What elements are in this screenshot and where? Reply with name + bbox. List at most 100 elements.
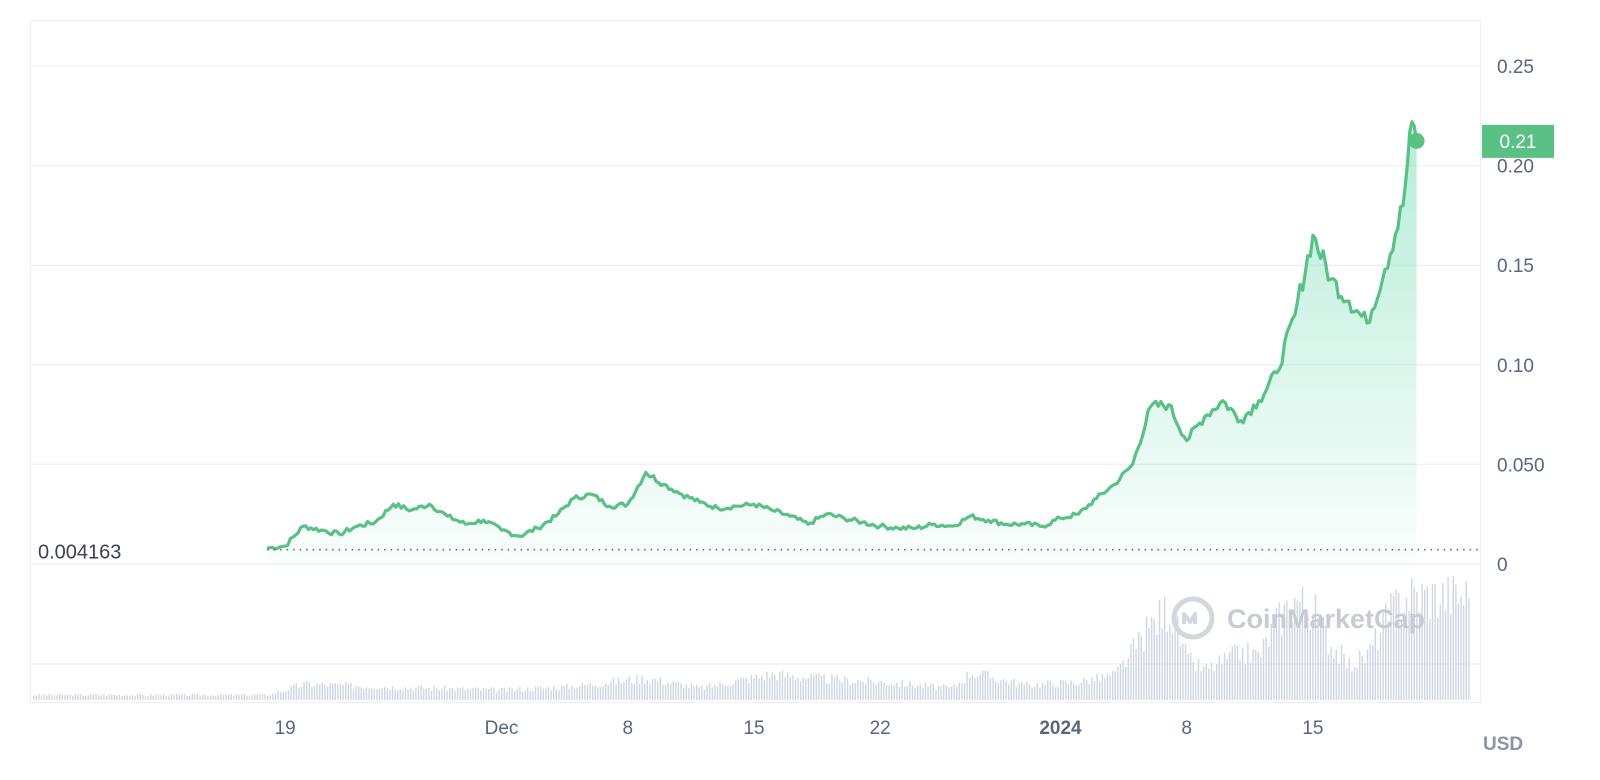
volume-bar [66,694,69,700]
volume-bar [1294,598,1296,700]
volume-bar [225,694,227,700]
volume-bar [1320,614,1322,700]
volume-bar [625,679,628,700]
current-price-dot[interactable] [1408,132,1425,149]
volume-bar [688,687,690,700]
volume-bar [251,695,253,700]
volume-bar [126,695,128,700]
volume-bar [602,686,604,700]
volume-bar [1026,681,1028,700]
volume-bar [532,690,534,700]
volume-bar [1226,658,1228,700]
volume-bar [436,688,438,700]
volume-bar [670,683,672,700]
volume-bar [438,690,440,700]
volume-bar [1301,586,1304,700]
volume-bar [1439,604,1441,700]
volume-bar [441,688,443,700]
volume-bar [1070,680,1072,700]
volume-bar [428,687,430,700]
volume-bar [1125,667,1127,700]
volume-bar [1457,603,1460,700]
volume-bar [243,693,245,700]
volume-bar [1463,605,1465,700]
volume-bar [477,688,479,700]
price-area-fill [267,121,1417,565]
volume-bar [597,687,599,700]
volume-bar [792,675,794,700]
volume-bar [337,683,339,700]
volume-bar [527,687,529,700]
volume-bar [771,672,773,700]
volume-bar [332,683,334,700]
volume-bar [753,678,755,700]
volume-bar [1073,683,1075,700]
volume-bar [1112,671,1114,700]
volume-bar [35,695,37,700]
volume-bar [579,686,581,700]
volume-bar [779,672,781,700]
volume-bar [378,689,381,700]
volume-bar [1190,652,1192,700]
volume-bar [121,696,123,700]
volume-bar [472,688,474,700]
volume-bar [241,694,243,700]
volume-bar [761,676,763,700]
volume-bar [1431,584,1434,700]
volume-bar [966,671,968,700]
volume-bar [1044,684,1046,700]
volume-bar [672,681,674,700]
volume-bar [667,682,669,700]
volume-bar [386,688,388,700]
volume-bar [1122,660,1124,700]
volume-bar [1119,663,1122,700]
volume-bar [147,695,149,700]
volume-bar [1000,680,1002,700]
volume-bar [1195,671,1197,700]
y-tick-label: 0.10 [1497,356,1534,377]
volume-bar [1278,602,1280,700]
volume-bar [394,689,396,700]
volume-bar [956,686,958,700]
volume-bar [789,677,791,700]
volume-bar [222,695,225,700]
volume-bar [152,695,154,700]
volume-bar [680,683,682,700]
volume-bar [1468,598,1470,700]
volume-bar [501,687,503,700]
volume-bar [412,690,414,700]
volume-bar [339,684,342,700]
volume-bar [553,686,555,700]
volume-bar [891,684,893,700]
volume-bar [1192,661,1194,700]
volume-bar [750,675,752,700]
volume-bar [1348,658,1350,700]
volume-bar [1444,610,1447,700]
volume-bar [118,694,121,700]
volume-bar [872,682,875,700]
volume-bar [498,689,500,700]
volume-bar [693,686,695,700]
volume-bar [511,688,513,700]
volume-bar [911,685,914,700]
volume-bar [904,686,906,700]
volume-bar [1153,619,1155,700]
volume-bar [1249,662,1252,700]
volume-bar [1275,608,1278,700]
volume-bar [638,683,641,700]
volume-bar [397,690,399,700]
volume-bar [82,695,84,700]
volume-bar [927,686,929,700]
volume-bar [906,686,908,700]
volume-bar [685,684,687,700]
volume-bar [888,685,890,700]
volume-bar [1421,584,1423,700]
volume-bar [1379,633,1382,700]
volume-bar [1221,664,1223,700]
volume-bar [1057,687,1059,700]
volume-bar [961,683,963,700]
volume-bar [1203,666,1205,700]
volume-bar [514,690,516,700]
volume-bar [1218,655,1220,700]
volume-bar [1184,644,1187,700]
